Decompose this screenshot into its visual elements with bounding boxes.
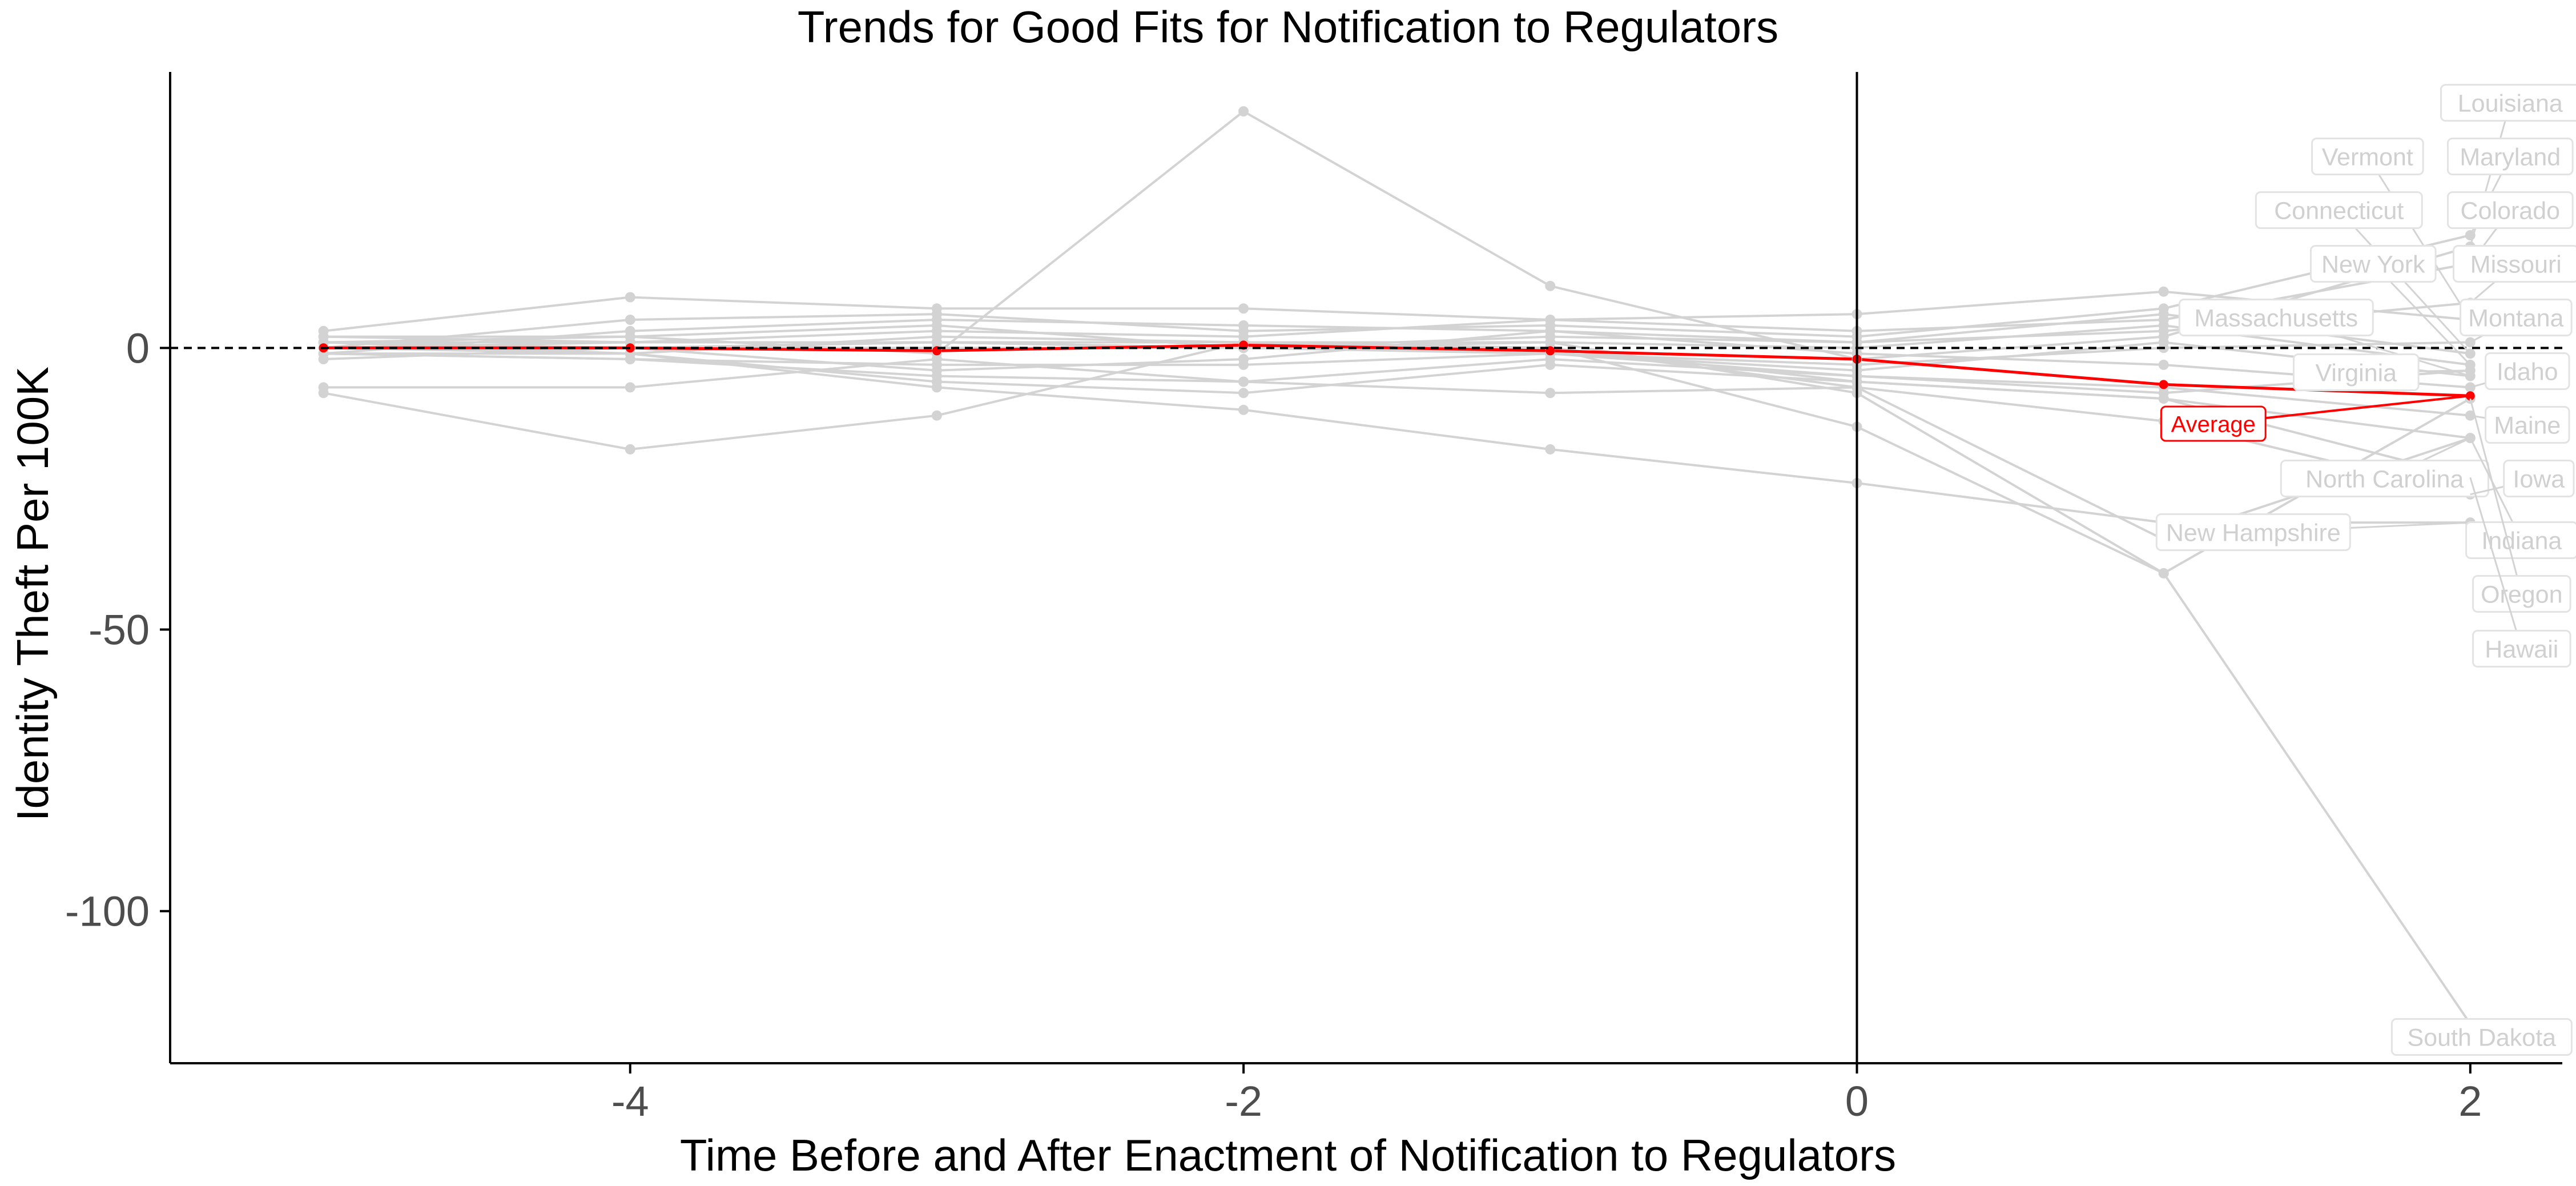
series-label-new-york: New York — [2321, 251, 2425, 279]
data-point-iowa-3 — [1238, 377, 1249, 387]
data-point-vermont-1 — [625, 292, 635, 303]
y-axis-title: Identity Theft Per 100K — [7, 367, 58, 821]
y-tick-label: -50 — [88, 606, 150, 654]
x-tick-label: 0 — [1845, 1078, 1869, 1125]
data-point-south-dakota-6 — [2159, 568, 2169, 578]
data-point-iowa-2 — [932, 371, 942, 381]
series-label-maine: Maine — [2494, 412, 2561, 440]
data-point-idaho-6 — [2159, 360, 2169, 370]
data-point-louisiana-4 — [1545, 281, 1555, 291]
y-tick-label: 0 — [126, 324, 150, 372]
series-label-louisiana: Louisiana — [2458, 90, 2563, 118]
data-point-virginia-1 — [625, 382, 635, 392]
series-label-new-hampshire: New Hampshire — [2166, 520, 2341, 547]
data-point-vermont-3 — [1238, 303, 1249, 313]
data-point-north-carolina-4 — [1545, 360, 1555, 370]
chart-title: Trends for Good Fits for Notification to… — [798, 2, 1778, 52]
data-point-indiana-1 — [625, 444, 635, 455]
data-point-new-hampshire-4 — [1545, 444, 1555, 455]
data-point-vermont-6 — [2159, 287, 2169, 297]
series-label-idaho: Idaho — [2497, 359, 2558, 386]
data-point-indiana-2 — [932, 411, 942, 421]
series-label-hawaii: Hawaii — [2485, 636, 2558, 664]
y-tick-label: -100 — [65, 888, 150, 935]
series-label-average: Average — [2171, 412, 2256, 437]
data-point-connecticut-3 — [1238, 320, 1249, 331]
data-point-maine-2 — [932, 360, 942, 370]
data-point-hawaii-6 — [2159, 393, 2169, 404]
series-label-south-dakota: South Dakota — [2408, 1024, 2557, 1052]
data-point-colorado-4 — [1545, 315, 1555, 325]
series-label-oregon: Oregon — [2481, 581, 2562, 609]
data-point-new-hampshire-3 — [1238, 405, 1249, 415]
series-label-north-carolina: North Carolina — [2305, 466, 2464, 493]
series-label-iowa: Iowa — [2513, 466, 2565, 493]
data-point-missouri-2 — [932, 320, 942, 331]
data-point-missouri-6 — [2159, 326, 2169, 336]
series-label-indiana: Indiana — [2481, 528, 2562, 555]
data-point-average-6 — [2159, 380, 2168, 389]
data-point-maryland-1 — [625, 315, 635, 325]
data-point-north-carolina-3 — [1238, 388, 1249, 398]
x-tick-label: -4 — [611, 1078, 649, 1125]
series-label-vermont: Vermont — [2322, 144, 2413, 171]
series-label-virginia: Virginia — [2315, 360, 2397, 387]
data-point-idaho-4 — [1545, 326, 1555, 336]
series-label-montana: Montana — [2468, 305, 2563, 332]
data-point-maine-3 — [1238, 360, 1249, 370]
series-label-colorado: Colorado — [2461, 198, 2561, 225]
series-label-massachusetts: Massachusetts — [2194, 305, 2358, 332]
data-point-new-hampshire-2 — [932, 382, 942, 392]
x-tick-label: -2 — [1225, 1078, 1262, 1125]
data-point-louisiana-3 — [1238, 106, 1249, 116]
series-label-maryland: Maryland — [2460, 144, 2561, 171]
series-label-connecticut: Connecticut — [2274, 198, 2404, 225]
x-tick-label: 2 — [2458, 1078, 2482, 1125]
data-point-indiana-0 — [319, 388, 329, 398]
series-label-missouri: Missouri — [2470, 251, 2562, 279]
x-axis-title: Time Before and After Enactment of Notif… — [680, 1130, 1896, 1180]
data-point-iowa-4 — [1545, 388, 1555, 398]
